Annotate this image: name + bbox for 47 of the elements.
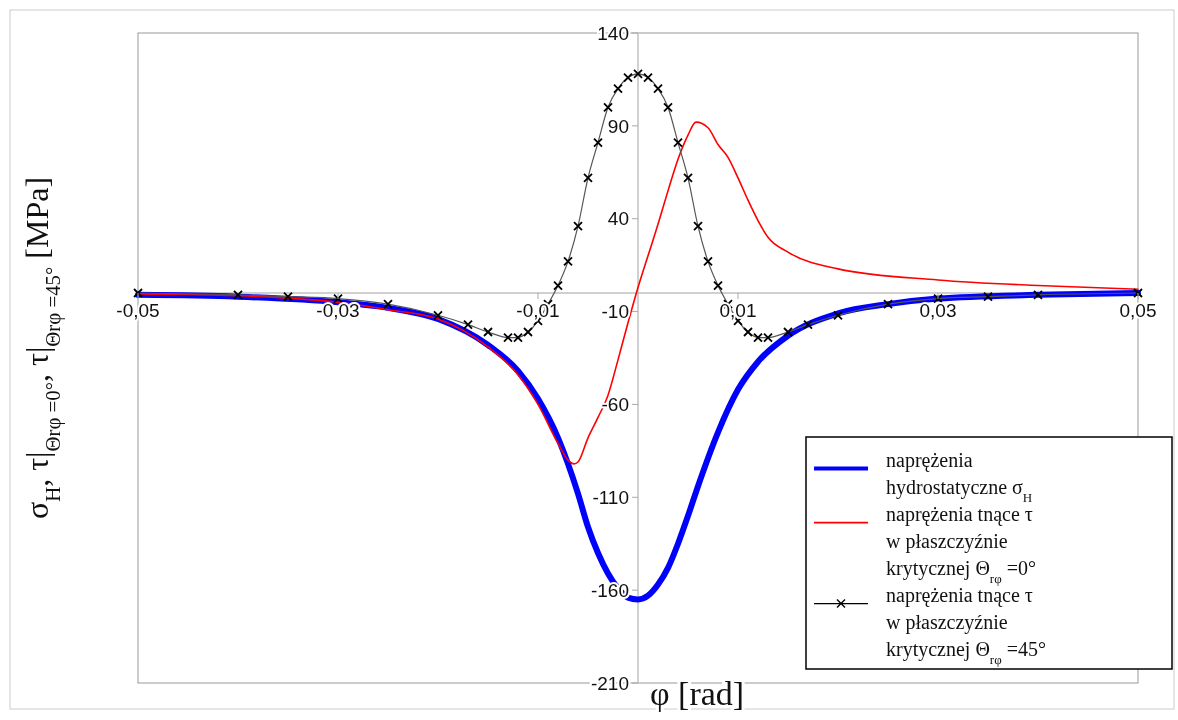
point [1033, 289, 1043, 300]
point [133, 288, 143, 298]
point [933, 293, 943, 304]
point [983, 291, 993, 302]
point [563, 256, 573, 267]
point [433, 310, 443, 321]
point [703, 256, 713, 267]
y-tick-label: -110 [592, 486, 629, 508]
point [623, 72, 633, 83]
y-tick-label: 90 [607, 115, 629, 137]
point [283, 291, 293, 302]
point [603, 102, 613, 113]
point [383, 299, 393, 310]
point [693, 221, 703, 232]
point [233, 289, 243, 300]
x-tick-label: 0,03 [919, 300, 957, 321]
point [463, 319, 473, 330]
y-tick-label: -210 [590, 672, 629, 694]
point [583, 172, 593, 183]
x-tick-label: 0,05 [1119, 300, 1157, 321]
point [673, 137, 683, 148]
point [573, 221, 583, 232]
point [743, 327, 753, 337]
point [643, 72, 653, 83]
point [553, 280, 563, 291]
point [803, 319, 813, 330]
y-tick-label: 40 [607, 208, 629, 230]
point [833, 310, 843, 321]
x-tick-label: -0,03 [316, 300, 360, 321]
point [613, 83, 623, 94]
point [783, 327, 793, 337]
x-axis-title: φ [rad] [650, 675, 745, 712]
y-tick-label: -10 [601, 301, 629, 323]
point [883, 299, 893, 310]
point [663, 102, 673, 113]
point [593, 137, 603, 148]
point [483, 327, 493, 337]
point [633, 68, 643, 79]
point [683, 172, 693, 183]
point [1133, 288, 1143, 298]
y-tick-label: 140 [597, 22, 629, 44]
point [333, 293, 343, 304]
point [653, 83, 663, 94]
legend-label: naprężenia hydrostatyczne σ$_{H}$ [886, 449, 1033, 505]
point [713, 280, 723, 291]
point [523, 327, 533, 337]
x-tick-label: -0,05 [116, 300, 160, 321]
